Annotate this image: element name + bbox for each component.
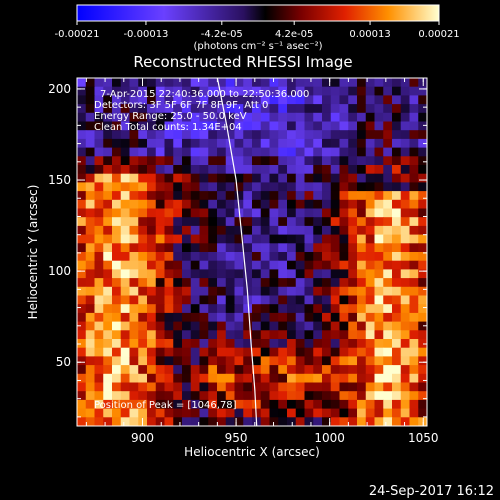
colorbar-tick-label: -0.00021 xyxy=(55,29,100,40)
colorbar-tick-label: -4.2e-05 xyxy=(201,29,243,40)
axes: 900 950 1000 1050 50 100 150 200 xyxy=(48,78,439,445)
solar-limb-curve xyxy=(216,78,258,426)
y-tick-label: 50 xyxy=(56,355,71,369)
annotation-energy: Energy Range: 25.0 - 50.0 keV xyxy=(94,111,247,122)
colorbar-tick-label: 0.00013 xyxy=(349,29,390,40)
y-tick-label: 200 xyxy=(48,82,71,96)
annotation-clean: Clean Total counts: 1.34E+04 xyxy=(94,122,242,133)
annotation-peak: Position of Peak = [1046,78] xyxy=(94,400,237,411)
heatmap-image xyxy=(77,78,427,426)
colorbar-tick-label: -0.00013 xyxy=(123,29,168,40)
colorbar-tick-label: 4.2e-05 xyxy=(275,29,313,40)
chart-title: Reconstructed RHESSI Image xyxy=(133,53,352,71)
annotation-detectors: Detectors: 3F 5F 6F 7F 8F 9F, Att 0 xyxy=(94,100,268,111)
footer-date: 24-Sep-2017 16:12 xyxy=(369,484,494,499)
annotation-time: 7-Apr-2015 22:40:36.000 to 22:50:36.000 xyxy=(100,89,309,100)
y-tick-label: 100 xyxy=(48,264,71,278)
colorbar-ticks: -0.00021 -0.00013 -4.2e-05 4.2e-05 0.00013 0.… xyxy=(55,21,460,40)
colorbar-unit: (photons cm⁻² s⁻¹ asec⁻²) xyxy=(193,41,322,52)
colorbar xyxy=(76,4,440,22)
y-tick-label: 150 xyxy=(48,173,71,187)
plot-frame xyxy=(76,77,428,427)
x-tick-label: 1000 xyxy=(314,431,345,445)
y-axis-label: Heliocentric Y (arcsec) xyxy=(26,185,40,320)
x-tick-label: 1050 xyxy=(408,431,439,445)
x-axis-label: Heliocentric X (arcsec) xyxy=(184,445,320,459)
colorbar-tick-label: 0.00021 xyxy=(418,29,459,40)
x-tick-label: 900 xyxy=(131,431,154,445)
x-tick-label: 950 xyxy=(225,431,248,445)
